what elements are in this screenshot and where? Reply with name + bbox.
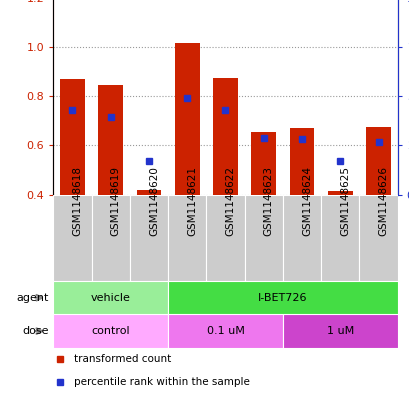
- Text: GSM1148623: GSM1148623: [263, 167, 273, 237]
- Text: transformed count: transformed count: [74, 354, 171, 364]
- Bar: [53, 195, 91, 281]
- Text: percentile rank within the sample: percentile rank within the sample: [74, 377, 249, 387]
- Text: 1 uM: 1 uM: [326, 326, 353, 336]
- Bar: [320, 195, 359, 281]
- Bar: [244, 195, 282, 281]
- Bar: [289, 128, 314, 195]
- Bar: [168, 314, 282, 348]
- Bar: [130, 195, 168, 281]
- Text: GSM1148626: GSM1148626: [378, 167, 388, 237]
- Text: I-BET726: I-BET726: [258, 293, 307, 303]
- Text: GSM1148618: GSM1148618: [72, 167, 82, 237]
- Bar: [282, 195, 320, 281]
- Text: GSM1148625: GSM1148625: [339, 167, 349, 237]
- Bar: [136, 189, 161, 195]
- Bar: [168, 195, 206, 281]
- Text: agent: agent: [17, 293, 49, 303]
- Bar: [53, 281, 168, 314]
- Bar: [174, 44, 199, 195]
- Bar: [60, 79, 85, 195]
- Text: vehicle: vehicle: [90, 293, 130, 303]
- Bar: [282, 314, 397, 348]
- Bar: [327, 191, 352, 195]
- Bar: [359, 195, 397, 281]
- Bar: [206, 195, 244, 281]
- Bar: [365, 127, 390, 195]
- Text: dose: dose: [22, 326, 49, 336]
- Text: GSM1148622: GSM1148622: [225, 167, 235, 237]
- Bar: [251, 132, 276, 195]
- Bar: [98, 85, 123, 195]
- Text: GSM1148619: GSM1148619: [110, 167, 120, 237]
- Bar: [168, 281, 397, 314]
- Bar: [53, 314, 168, 348]
- Text: GSM1148624: GSM1148624: [301, 167, 311, 237]
- Text: GSM1148621: GSM1148621: [187, 167, 197, 237]
- Bar: [213, 78, 237, 195]
- Bar: [91, 195, 130, 281]
- Text: GSM1148620: GSM1148620: [148, 167, 159, 236]
- Text: 0.1 uM: 0.1 uM: [206, 326, 244, 336]
- Text: control: control: [91, 326, 130, 336]
